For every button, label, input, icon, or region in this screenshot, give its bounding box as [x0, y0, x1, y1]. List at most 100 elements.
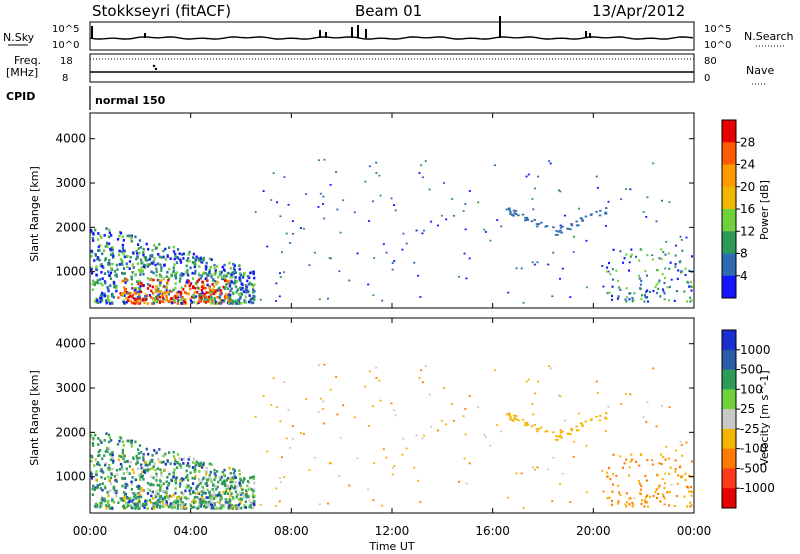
velocity-cell [174, 481, 178, 485]
power-cell [213, 302, 216, 305]
power-cell [663, 281, 666, 285]
velocity-cell [577, 412, 580, 415]
velocity-cell [134, 492, 137, 495]
velocity-cell [464, 433, 467, 436]
velocity-cell [174, 479, 177, 482]
velocity-cell [207, 505, 210, 508]
velocity-cell [231, 485, 234, 489]
velocity-cell [163, 496, 166, 500]
power-cell [125, 300, 129, 304]
power-cell [147, 247, 150, 251]
power-cell [375, 172, 378, 174]
velocity-cell [136, 461, 139, 465]
power-cell [405, 242, 408, 245]
power-cell [174, 252, 177, 256]
power-cell [659, 295, 662, 298]
power-cell [326, 297, 329, 300]
velocity-cell [378, 379, 381, 382]
power-cell [278, 272, 281, 275]
velocity-cell [132, 492, 136, 495]
power-cell [391, 268, 394, 271]
power-cell [684, 273, 687, 277]
velocity-cell [464, 408, 467, 410]
velocity-cell [687, 486, 690, 489]
power-cell [99, 294, 103, 297]
velocity-cell [94, 486, 97, 490]
power-cell [157, 253, 160, 256]
power-cell [122, 238, 125, 242]
velocity-cell [496, 424, 499, 427]
power-y-axis-label: Slant Range [km] [28, 166, 41, 262]
velocity-cell [241, 480, 245, 484]
power-cell [108, 231, 111, 235]
power-cell [162, 255, 165, 259]
power-cell [675, 244, 678, 247]
power-cell [644, 269, 647, 273]
power-cell [117, 296, 120, 299]
velocity-cell [125, 467, 128, 471]
power-cell [119, 292, 122, 295]
velocity-cell [561, 472, 564, 475]
power-cell [275, 300, 278, 302]
velocity-cell [252, 495, 255, 499]
velocity-cell [119, 462, 123, 466]
power-cell [91, 237, 95, 240]
y-tick-label: 1000 [55, 470, 86, 484]
velocity-cell [382, 448, 385, 451]
power-cell [424, 160, 427, 162]
power-cell [158, 255, 162, 259]
power-cell [189, 297, 192, 301]
power-cell [131, 293, 135, 297]
power-cell [202, 258, 205, 262]
power-cell [130, 277, 133, 281]
colorbar-segment [722, 389, 736, 410]
velocity-cell [245, 495, 248, 499]
power-cell [428, 188, 431, 191]
power-cell [152, 271, 155, 275]
velocity-cell [685, 441, 688, 444]
power-cell [109, 284, 112, 288]
power-cell [189, 287, 192, 291]
power-cell [137, 282, 140, 286]
power-cell [252, 270, 255, 274]
power-cell [167, 246, 171, 249]
velocity-cell [126, 439, 129, 443]
velocity-cell [252, 489, 255, 493]
velocity-cell [170, 479, 174, 483]
power-cell [174, 286, 177, 290]
velocity-cell [569, 501, 572, 503]
power-cell [660, 257, 663, 261]
power-cell [679, 235, 682, 238]
velocity-cell [690, 494, 693, 497]
velocity-cell [93, 504, 97, 508]
velocity-cell [558, 394, 561, 397]
power-cell [148, 257, 152, 261]
power-cell [628, 292, 631, 295]
power-cell [658, 279, 661, 282]
power-cell [108, 235, 111, 239]
power-cell [368, 165, 371, 168]
power-cell [121, 292, 124, 296]
velocity-cell [135, 454, 138, 458]
power-cell [548, 160, 551, 162]
velocity-cell [103, 497, 106, 501]
power-cell [213, 297, 216, 300]
velocity-cell [197, 477, 201, 481]
velocity-cell [122, 477, 125, 480]
velocity-cell [584, 420, 588, 423]
velocity-cell [173, 468, 176, 472]
power-cell [150, 270, 153, 274]
y-tick-label: 1000 [55, 265, 86, 279]
power-cell [126, 234, 129, 238]
velocity-cell [99, 439, 102, 443]
velocity-cell [234, 480, 237, 484]
power-cell [483, 228, 486, 231]
power-cell [149, 296, 153, 299]
power-colorbar-label: Power [dB] [758, 180, 771, 240]
power-cell [559, 277, 562, 280]
velocity-cell [675, 494, 678, 498]
velocity-cell [214, 476, 217, 480]
power-cell [155, 285, 158, 288]
velocity-cell [394, 414, 397, 417]
power-cell [551, 295, 554, 298]
